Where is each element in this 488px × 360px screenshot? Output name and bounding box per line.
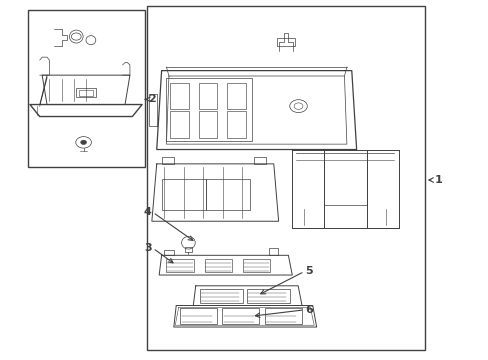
Bar [79,90,93,95]
Bar [184,247,192,252]
Bar [264,309,301,324]
Text: 4: 4 [143,207,152,217]
Bar [227,111,245,138]
Text: 1: 1 [434,175,442,185]
Bar [180,309,217,324]
Circle shape [81,140,86,144]
Bar [76,88,96,97]
Bar [199,111,217,138]
Text: 3: 3 [144,243,152,253]
Bar [161,157,173,164]
Bar [222,309,259,324]
Bar [254,157,266,164]
Bar [166,78,251,140]
Bar [242,259,270,272]
Bar [170,111,188,138]
Bar [268,248,277,255]
Bar [147,6,424,350]
Bar [246,289,289,303]
Bar [166,259,194,272]
Bar [170,83,188,109]
Bar [163,250,173,255]
Bar [199,289,242,303]
Bar [277,39,294,45]
Bar [27,10,144,167]
Bar [161,179,205,211]
Bar [204,259,232,272]
Bar [205,179,250,211]
Text: 6: 6 [305,305,313,315]
Bar [199,83,217,109]
Bar [227,83,245,109]
Text: 2: 2 [148,94,155,104]
Text: 5: 5 [305,266,312,276]
